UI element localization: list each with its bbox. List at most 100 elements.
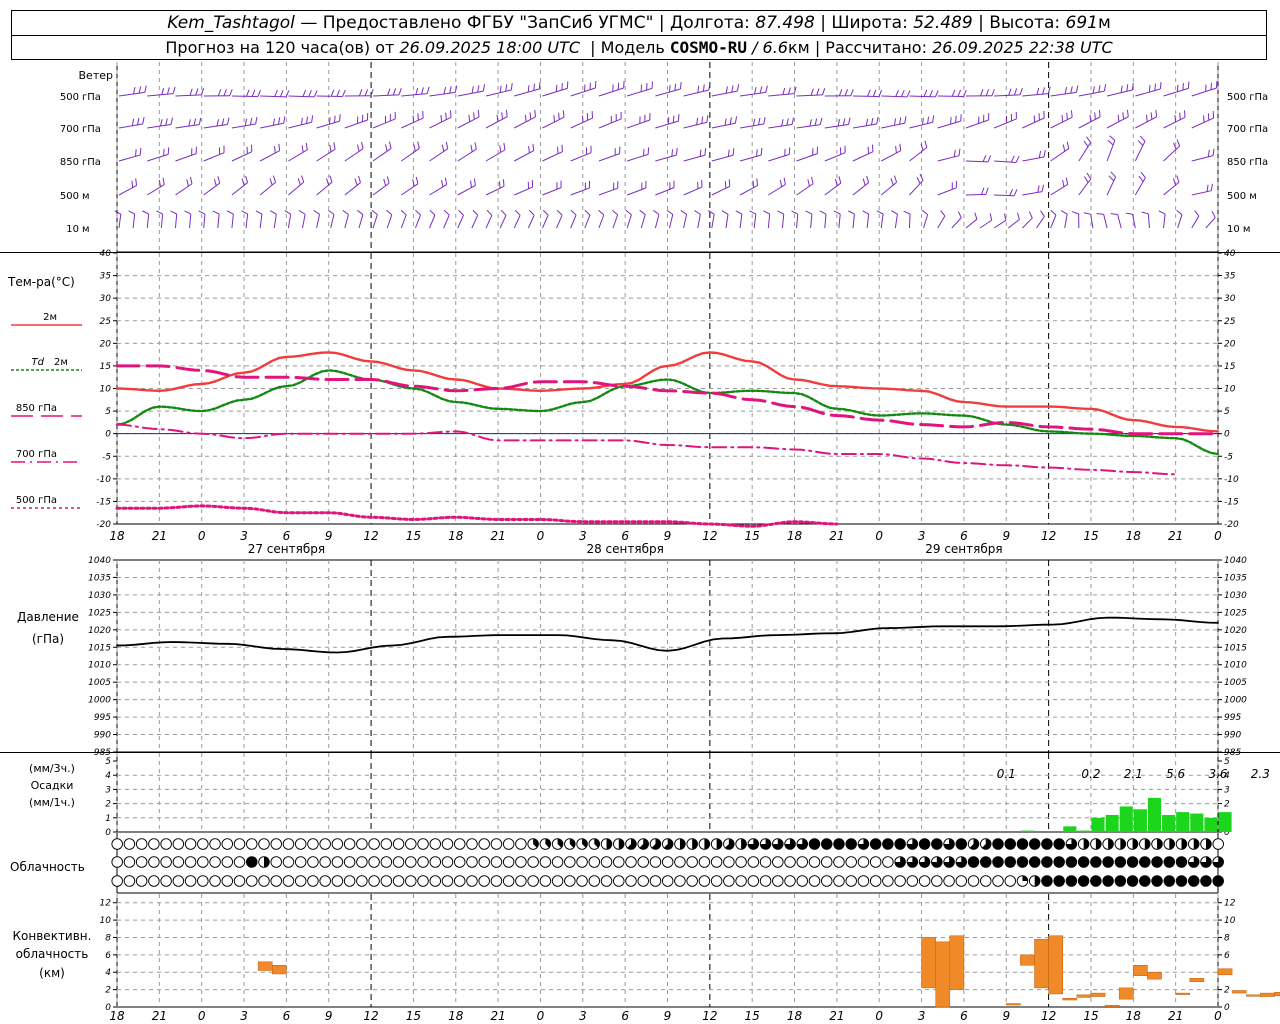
wind-barb-feather [1092,86,1095,94]
convective-bar [1189,978,1205,983]
precip-total-label: 2.1 [1124,767,1143,781]
wind-barb-shaft [203,182,221,196]
wind-barb-feather [901,90,905,97]
cloud-cover-symbol [478,856,490,868]
wind-barb-feather [357,144,360,152]
wind-barb-feather [364,89,369,97]
sep: | [978,13,984,33]
wind-barb-feather [814,118,818,126]
time-tick-label: 12 [363,529,378,543]
wind-barb-shaft [1064,214,1068,229]
time-tick-label: 21 [1168,1009,1183,1023]
cloud-cover-symbol [380,856,393,868]
time-tick-label: 3 [579,1009,587,1023]
precip-bar [1105,814,1119,832]
cloud-cover-symbol [772,856,784,868]
wind-barb-shaft [344,214,349,229]
wind-barb-feather [385,144,388,152]
wind-barb-feather [472,209,479,216]
wind-barb-shaft [1106,89,1133,97]
wind-barb-feather [131,180,134,188]
wind-barb-shaft [203,123,228,129]
wind-barb-shaft [598,187,618,196]
wind-barb-shaft [711,122,736,129]
cloud-cover-symbol [282,856,295,868]
wind-level-unit-left: гПа [82,124,101,135]
pressure-axis-tick-label-left: 1015 [88,643,111,653]
wind-barb-feather [566,81,569,89]
cloud-cover-symbol [282,875,295,887]
wind-barb-feather [756,149,758,157]
wind-barb-feather [704,148,707,156]
wind-barb-feather [788,87,791,95]
wind-barb-shaft [824,123,849,129]
wind-barb-feather [216,119,220,127]
cloud-cover-symbol [478,875,490,887]
cloud-cover-fill [533,838,539,848]
cloud-cover-symbol [356,856,368,868]
wind-barb-shaft [514,88,540,97]
wind-barb-feather [274,145,276,154]
convective-bar [1048,935,1063,995]
wind-barb-shaft [796,94,823,97]
cloud-cover-symbol [588,856,601,868]
precip-axis-tick-label-right: 3 [1224,785,1230,795]
time-tick-label: 0 [537,529,545,543]
cloud-cover-fill [1139,875,1151,887]
wind-barb-feather [274,89,278,97]
cloud-cover-fill [907,838,918,850]
pressure-axis-tick-label-left: 985 [94,748,111,758]
time-tick-label: 0 [875,529,883,543]
wind-barb-feather [838,89,843,97]
wind-barb-feather [502,179,505,187]
wind-barb-feather [903,210,911,215]
wind-barb-shaft [146,184,165,196]
cloud-cover-symbol [417,875,429,887]
legend-label-td: Td [32,357,45,368]
wind-barb-feather [758,117,761,125]
cloud-cover-symbol [747,856,760,868]
pressure-axis-tick-label-right: 1010 [1224,661,1247,671]
wind-barb-shaft [344,148,364,162]
pressure-axis-tick-label-right: 1035 [1224,573,1247,583]
pressure-line [116,616,1219,654]
wind-barb-shaft [527,215,535,229]
cloud-cover-symbol [710,856,723,868]
wind-barb-shaft [457,215,464,229]
wind-barb-shaft [485,89,512,97]
wind-barb-feather [763,117,766,125]
wind-barb-feather [443,87,447,95]
wind-barb-feather [899,117,902,125]
precip-bar [1162,814,1176,832]
wind-barb-feather [895,89,899,97]
convective-bar [1231,990,1247,994]
cloud-cover-symbol [649,856,662,868]
cloud-cover-fill [1053,875,1065,887]
wind-barb-feather [1013,88,1018,96]
temperature-series-3 [115,364,1220,436]
wind-barb-feather [527,85,530,93]
wind-barb-feather [671,149,674,157]
cloud-cover-fill [627,838,637,850]
wind-barb-shaft [556,214,563,229]
wind-barb-feather [421,87,424,95]
cloud-cover-symbol [343,856,356,868]
cloud-cover-fill [845,838,857,850]
wind-barb-feather [893,175,898,183]
convective-bar [949,935,965,990]
wind-barb-feather [553,115,555,123]
sep: | [585,38,596,57]
wind-barb-feather [1211,211,1216,218]
wind-barb-shaft [1135,88,1161,97]
wind-level-value-left: 500 [60,191,79,202]
wind-barb-feather [165,118,168,126]
cloud-cover-symbol [417,856,429,868]
wind-barb-feather [398,88,402,95]
wind-barb-shaft [485,116,508,129]
wind-barb-shaft [443,214,450,229]
wind-barb-shaft [810,214,813,229]
cloud-cover-symbol [441,875,454,887]
cloud-cover-symbol [490,875,503,887]
wind-barb-shaft [1177,214,1183,229]
wind-barb-feather [1098,85,1101,93]
